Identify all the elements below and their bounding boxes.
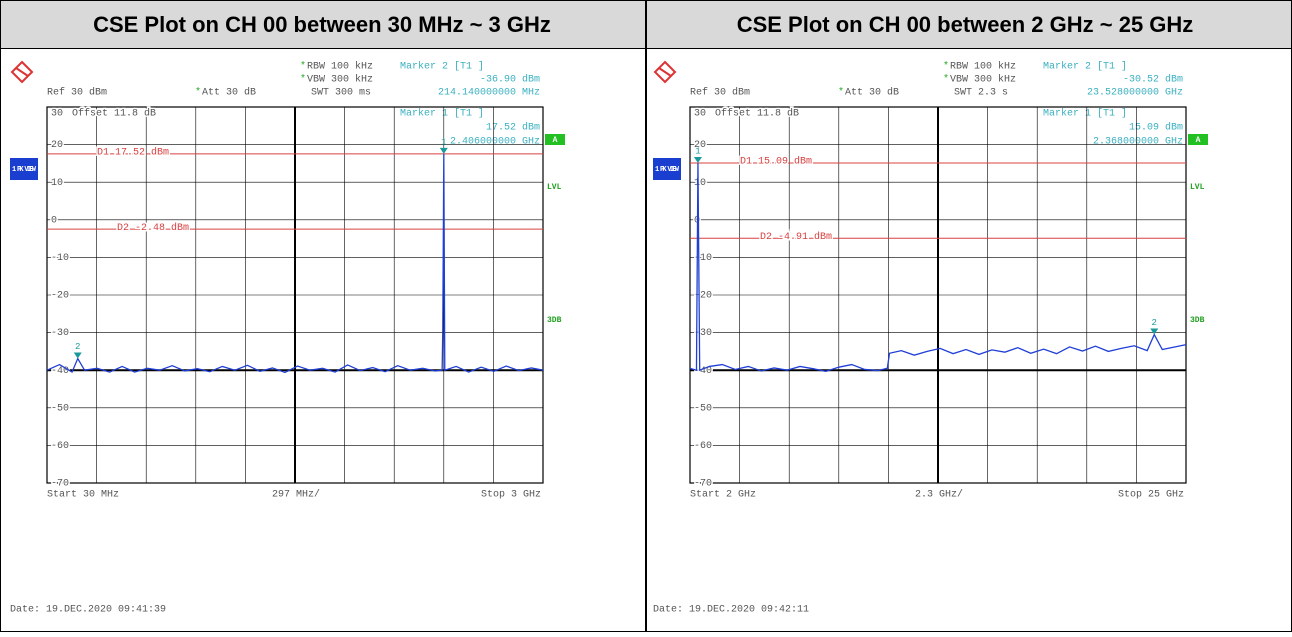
start-label: Start 2 GHz [690,490,756,501]
display-line-label: D2 -2.48 dBm [117,222,189,234]
trace-box [10,158,38,180]
y-tick-label: -40 [694,366,712,377]
offset: Offset 11.8 dB [72,108,156,120]
trace-label: 1 PK VIEW [655,166,680,174]
a-label: A [1196,136,1201,145]
y-tick-label: 0 [51,215,57,226]
marker-name: Marker 2 [T1 ] [1043,61,1127,73]
y-tick-label: 10 [51,178,63,189]
marker [693,157,702,164]
date: Date: 19.DEC.2020 09:41:39 [10,605,166,616]
trace [46,153,544,374]
stop-label: Stop 25 GHz [1118,490,1184,501]
y-tick-label: 30 [51,109,63,120]
y-tick-label: 20 [694,140,706,151]
star: * [943,74,949,86]
y-tick-label: -20 [51,291,69,302]
db-label: 3DB [1190,316,1205,325]
y-tick-label: -70 [694,479,712,490]
marker-value: 17.52 dBm [486,122,540,134]
star: * [943,61,949,73]
marker [73,352,82,359]
y-tick-label: -30 [51,328,69,339]
vbw: VBW 300 kHz [950,74,1016,86]
star: * [195,87,201,99]
marker-frequency: 23.528000000 GHz [1087,88,1183,99]
marker-number: 1 [695,146,700,156]
marker-value: -36.90 dBm [480,74,540,86]
panel-title: CSE Plot on CH 00 between 2 GHz ~ 25 GHz [737,12,1194,37]
panel-title: CSE Plot on CH 00 between 30 MHz ~ 3 GHz [93,12,551,37]
ref: Ref 30 dBm [47,87,107,99]
span-label: 297 MHz/ [272,489,320,501]
y-tick-label: -20 [694,291,712,302]
marker-frequency: 2.406000000 GHz [450,137,540,148]
y-tick-label: -30 [694,328,712,339]
y-tick-label: -10 [51,253,69,264]
trace [689,163,1187,373]
stop-label: Stop 3 GHz [481,490,541,501]
marker-frequency: 2.368000000 GHz [1093,137,1183,148]
rbw: RBW 100 kHz [950,61,1016,73]
offset: Offset 11.8 dB [715,108,799,120]
marker [439,147,448,154]
display-line-label: D2 -4.91 dBm [760,231,832,243]
marker [1150,328,1159,335]
star: * [300,61,306,73]
att: Att 30 dB [202,87,256,99]
display-line-label: D1 17.52 dBm [97,147,169,159]
marker-frequency: 214.140000000 MHz [438,88,540,99]
a-label: A [553,136,558,145]
marker-value: -30.52 dBm [1123,74,1183,86]
marker-name: Marker 1 [T1 ] [1043,108,1127,120]
trace-label: 1 PK VIEW [12,166,37,174]
display-line-label: D1 15.09 dBm [740,156,812,168]
y-tick-label: 30 [694,109,706,120]
swt: SWT 2.3 s [954,88,1008,99]
y-tick-label: -70 [51,479,69,490]
a-box [545,134,565,145]
y-tick-label: -50 [694,403,712,414]
star: * [838,87,844,99]
star: * [300,74,306,86]
trace-box [653,158,681,180]
span-label: 2.3 GHz/ [915,489,963,501]
marker-value: 15.09 dBm [1129,122,1183,134]
lvl-label: LVL [547,183,562,192]
lvl-label: LVL [1190,183,1205,192]
logo-stroke [15,67,29,77]
att: Att 30 dB [845,87,899,99]
start-label: Start 30 MHz [47,490,119,501]
logo-stroke [658,67,672,77]
y-tick-label: -60 [51,441,69,452]
vbw: VBW 300 kHz [307,74,373,86]
y-tick-label: 10 [694,178,706,189]
marker-name: Marker 2 [T1 ] [400,61,484,73]
marker-name: Marker 1 [T1 ] [400,108,484,120]
y-tick-label: -50 [51,403,69,414]
rbw: RBW 100 kHz [307,61,373,73]
a-box [1188,134,1208,145]
date: Date: 19.DEC.2020 09:42:11 [653,605,809,616]
marker-number: 1 [441,137,446,147]
y-tick-label: 20 [51,140,63,151]
y-tick-label: -60 [694,441,712,452]
swt: SWT 300 ms [311,88,371,99]
db-label: 3DB [547,316,562,325]
marker-number: 2 [75,342,80,352]
ref: Ref 30 dBm [690,87,750,99]
marker-number: 2 [1152,318,1157,328]
